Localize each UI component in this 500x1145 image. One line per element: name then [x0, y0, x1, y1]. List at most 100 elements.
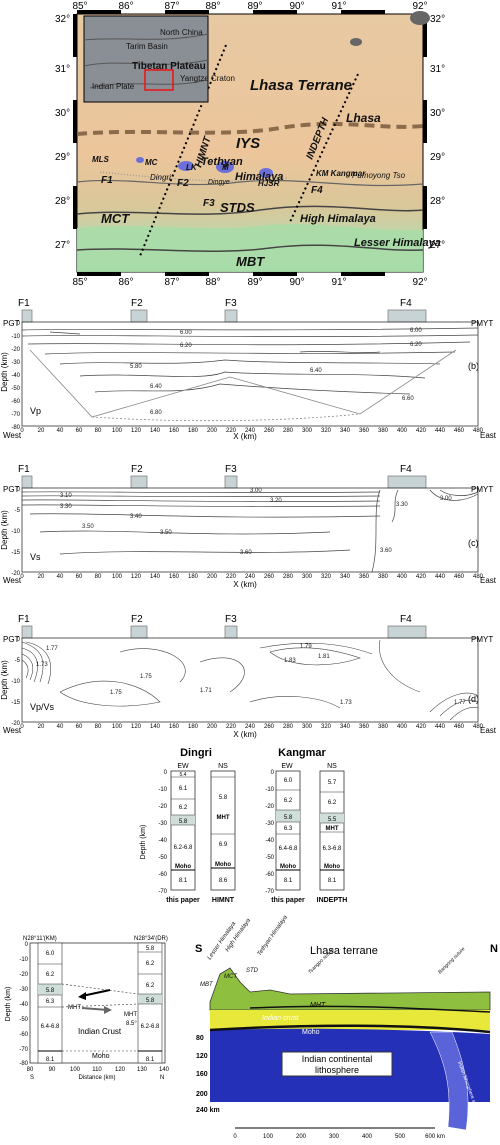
- svg-text:300: 300: [329, 1134, 340, 1140]
- svg-text:6.60: 6.60: [402, 396, 414, 402]
- x-tick-label: 0: [20, 724, 24, 730]
- fault-label-f3: F3: [225, 464, 237, 475]
- svg-text:-30: -30: [11, 360, 20, 366]
- vpvs-y-ticks: 0 -5 -10 -15 -20: [11, 637, 20, 727]
- x-tick-label: 240: [245, 724, 256, 730]
- x-tick-label: 300: [302, 574, 313, 580]
- vs-y-ticks: 0 -5 -10 -15 -20: [11, 487, 20, 577]
- vpvs-contour-labels: 1.73 1.75 1.77 1.79 1.81 1.71 1.75 1.73 1.83…: [36, 644, 466, 706]
- svg-text:87°: 87°: [164, 1, 179, 12]
- svg-text:200: 200: [296, 1134, 307, 1140]
- vp-profile: F1 F2 F3 F4 PGT PMYT West East (b) Vp X …: [0, 298, 497, 441]
- kangmar-title: Kangmar: [278, 747, 326, 759]
- pgt-label: PGT: [3, 635, 20, 644]
- svg-text:92°: 92°: [412, 277, 427, 287]
- svg-text:5.80: 5.80: [130, 364, 142, 370]
- svg-text:6.2-6.8: 6.2-6.8: [174, 845, 193, 851]
- svg-text:-30: -30: [158, 821, 167, 827]
- svg-text:8.1: 8.1: [328, 878, 337, 884]
- svg-text:F3: F3: [203, 198, 215, 209]
- svg-text:6.1: 6.1: [179, 786, 188, 792]
- std-label: STD: [246, 968, 259, 974]
- upper-arrow: [81, 989, 111, 997]
- svg-text:89°: 89°: [247, 1, 262, 12]
- lithosphere-label-1: Indian continental: [302, 1054, 373, 1064]
- svg-text:32°: 32°: [430, 14, 445, 25]
- svg-text:HIMNT: HIMNT: [212, 897, 235, 904]
- svg-text:-40: -40: [265, 838, 274, 844]
- svg-text:-20: -20: [11, 571, 20, 577]
- svg-text:3.50: 3.50: [82, 524, 94, 530]
- svg-text:-70: -70: [11, 412, 20, 418]
- svg-text:27°: 27°: [430, 240, 445, 251]
- svg-text:-10: -10: [19, 957, 28, 963]
- svg-text:3.60: 3.60: [380, 548, 392, 554]
- mct-label: MCT: [224, 974, 238, 980]
- x-tick-label: 320: [321, 724, 332, 730]
- x-tick-label: 400: [397, 574, 408, 580]
- this-study-profile: [99, 171, 289, 182]
- x-tick-label: 180: [188, 428, 199, 434]
- svg-text:1.73: 1.73: [340, 700, 352, 706]
- svg-text:90°: 90°: [289, 1, 304, 12]
- x-tick-label: 280: [283, 574, 294, 580]
- fault-label-f4: F4: [400, 614, 412, 625]
- lithosphere-label-box: [281, 1051, 393, 1077]
- section-x-ticks: 80 90 100 110 120 130 140: [27, 1067, 170, 1073]
- svg-text:-70: -70: [265, 889, 274, 895]
- fault-label-f2: F2: [131, 614, 143, 625]
- svg-text:80: 80: [27, 1067, 34, 1073]
- svg-text:0: 0: [17, 321, 21, 327]
- moho-label: Moho: [92, 1053, 110, 1060]
- x-tick-label: 420: [416, 724, 427, 730]
- svg-text:130: 130: [137, 1067, 148, 1073]
- svg-text:8.1: 8.1: [284, 878, 293, 884]
- x-tick-label: 140: [150, 428, 161, 434]
- svg-text:120: 120: [196, 1053, 208, 1060]
- svg-text:STDS: STDS: [220, 200, 255, 215]
- svg-text:92°: 92°: [412, 1, 427, 12]
- panel-tag-c: (c): [468, 538, 479, 548]
- topography: [209, 967, 491, 1011]
- svg-text:87°: 87°: [164, 277, 179, 287]
- slab: [429, 1031, 469, 1131]
- x-tick-label: 280: [283, 724, 294, 730]
- svg-text:6.00: 6.00: [410, 328, 422, 334]
- svg-text:31°: 31°: [430, 64, 445, 75]
- dingri-title: Dingri: [180, 747, 212, 759]
- svg-text:90°: 90°: [289, 277, 304, 287]
- vp-contour-labels: 6.00 6.20 6.00 6.20 6.40 5.80 6.40 6.80 6.60: [130, 328, 422, 416]
- svg-text:0: 0: [164, 770, 168, 776]
- ew-label-2: EW: [281, 763, 293, 770]
- svg-text:5.8: 5.8: [219, 795, 228, 801]
- svg-text:85°: 85°: [72, 277, 87, 287]
- mbt-label: MBT: [200, 982, 214, 988]
- moho-label: Moho: [302, 1029, 320, 1036]
- svg-text:5.8: 5.8: [179, 819, 188, 825]
- pgt-label: PGT: [3, 319, 20, 328]
- svg-text:3.30: 3.30: [396, 502, 408, 508]
- svg-text:MCT: MCT: [101, 211, 130, 226]
- x-tick-label: 100: [112, 724, 123, 730]
- svg-text:1.75: 1.75: [110, 690, 122, 696]
- x-tick-label: 440: [435, 428, 446, 434]
- svg-text:Tibetan Plateau: Tibetan Plateau: [132, 61, 206, 72]
- mct-line: [76, 205, 424, 215]
- mht-label: MHT: [310, 1002, 326, 1009]
- x-tick-label: 120: [131, 574, 142, 580]
- svg-text:5.8: 5.8: [284, 815, 293, 821]
- svg-text:6.2: 6.2: [146, 961, 155, 967]
- x-tick-label: 300: [302, 724, 313, 730]
- svg-text:88°: 88°: [205, 277, 220, 287]
- x-tick-label: 460: [454, 724, 465, 730]
- svg-text:-20: -20: [11, 347, 20, 353]
- plot-frame: [21, 637, 479, 723]
- west-label: West: [3, 576, 22, 585]
- svg-text:5.7: 5.7: [328, 780, 337, 786]
- svg-text:6.40: 6.40: [310, 368, 322, 374]
- svg-text:600 km: 600 km: [425, 1134, 445, 1140]
- svg-text:MBT: MBT: [236, 254, 265, 269]
- x-tick-label: 160: [169, 428, 180, 434]
- x-tick-label: 40: [57, 574, 64, 580]
- fault-label-f3: F3: [225, 614, 237, 625]
